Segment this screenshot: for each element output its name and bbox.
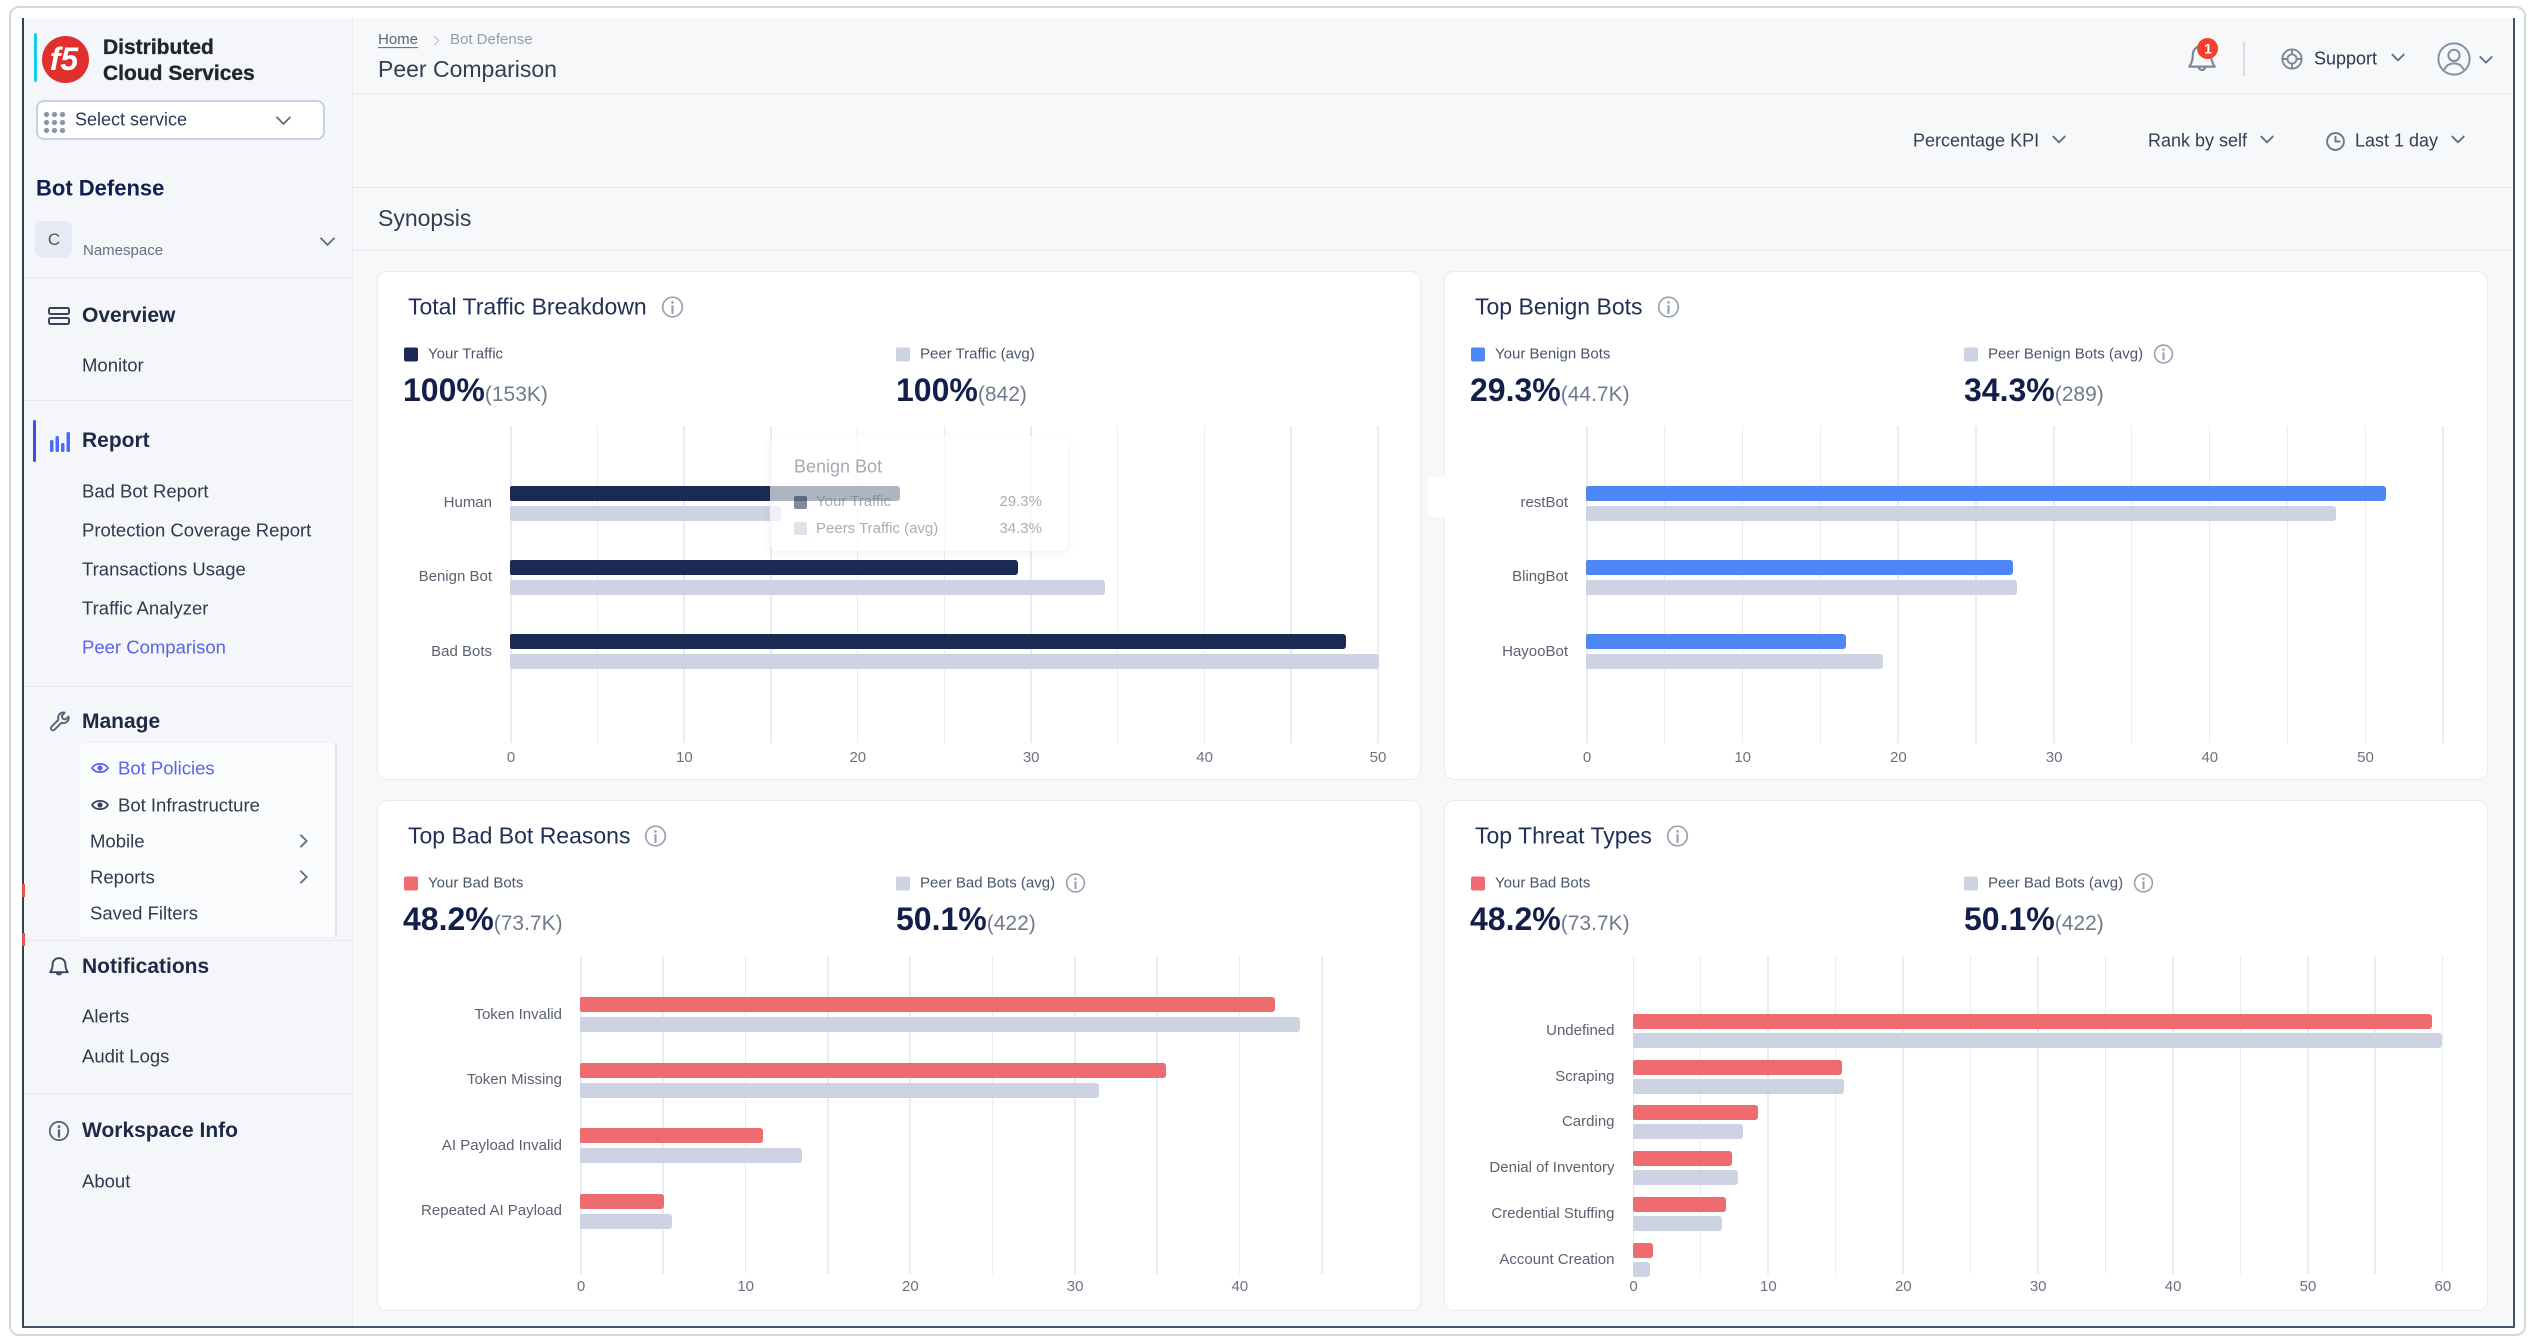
svg-text:f5: f5	[50, 41, 80, 77]
